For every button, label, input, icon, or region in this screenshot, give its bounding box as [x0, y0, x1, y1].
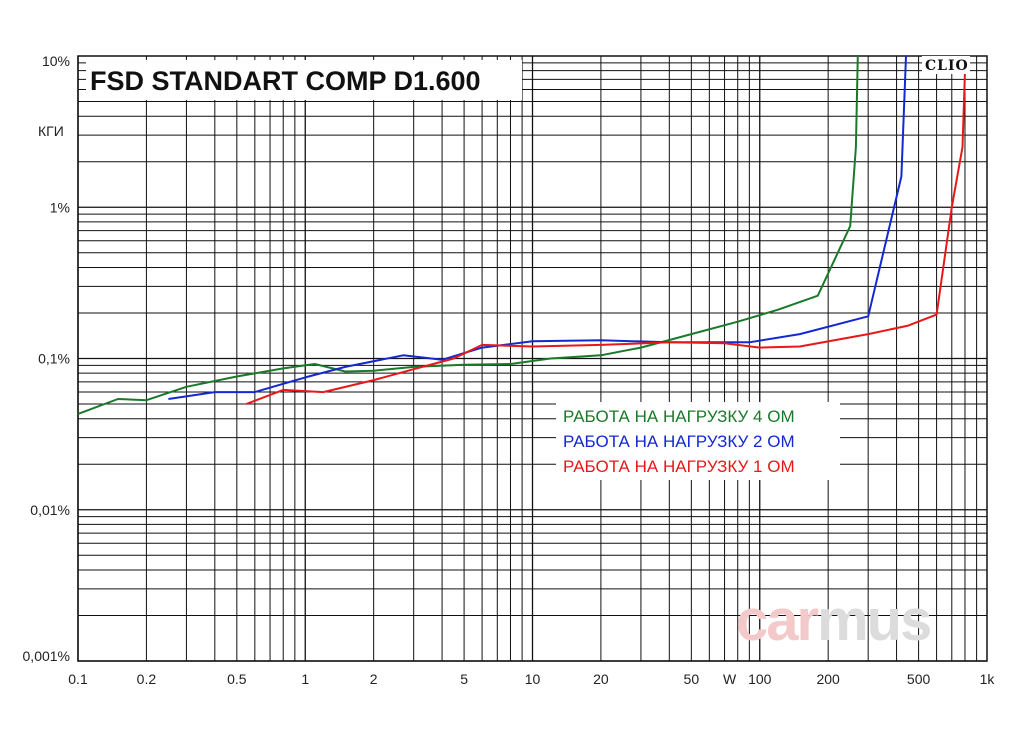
- y-tick-label: 1%: [50, 199, 70, 215]
- series-line-4-ohm: [77, 55, 859, 415]
- y-tick-label: 0,1%: [38, 351, 70, 367]
- watermark: carmus: [736, 588, 932, 653]
- chart-title-text: FSD STANDART COMP D1.600: [90, 66, 481, 96]
- y-axis-unit-label: КГИ: [38, 123, 64, 139]
- x-tick-label: 0.1: [68, 671, 88, 687]
- plot-frame: [77, 55, 988, 662]
- x-tick-label: 0.5: [227, 671, 247, 687]
- legend-entry-4-ohm: РАБОТА НА НАГРУЗКУ 4 ОМ: [563, 407, 795, 426]
- x-tick-label: 200: [816, 671, 840, 687]
- y-tick-label: 10%: [42, 53, 70, 69]
- x-tick-label: 50: [684, 671, 700, 687]
- brand-logo-background: [922, 56, 970, 74]
- x-tick-label: 100: [748, 671, 772, 687]
- x-tick-label: 1: [301, 671, 309, 687]
- x-tick-label: 10: [525, 671, 541, 687]
- x-tick-labels: 0.1 0.2 0.5 1 2 5 10 20 50 100 200 500 1k: [68, 671, 995, 687]
- x-axis-unit-label: W: [723, 671, 737, 687]
- chart-title: FSD STANDART COMP D1.600: [86, 60, 522, 100]
- x-tick-label: 2: [370, 671, 378, 687]
- x-tick-label: 1k: [980, 671, 996, 687]
- brand-logo-text: CLIO: [925, 58, 969, 74]
- watermark-part-1: car: [736, 588, 819, 653]
- watermark-part-2: mus: [817, 588, 930, 653]
- y-tick-label: 0,001%: [23, 648, 70, 664]
- y-tick-label: 0,01%: [30, 502, 70, 518]
- grid: [77, 55, 988, 662]
- series-line-1-ohm: [245, 70, 966, 405]
- legend: РАБОТА НА НАГРУЗКУ 4 ОМ РАБОТА НА НАГРУЗ…: [556, 402, 840, 480]
- legend-background: [556, 402, 840, 480]
- watermark-text: carmus: [736, 588, 930, 653]
- y-tick-labels: 10% 1% 0,1% 0,01% 0,001%: [23, 53, 70, 664]
- x-tick-label: 500: [907, 671, 931, 687]
- series-line-2-ohm: [168, 55, 907, 400]
- title-background: [86, 60, 522, 100]
- legend-entry-2-ohm: РАБОТА НА НАГРУЗКУ 2 ОМ: [563, 432, 795, 451]
- x-tick-label: 0.2: [137, 671, 157, 687]
- series-group: [77, 55, 966, 415]
- x-tick-label: 5: [460, 671, 468, 687]
- x-tick-label: 20: [593, 671, 609, 687]
- brand-logo: CLIO: [922, 56, 970, 74]
- legend-entry-1-ohm: РАБОТА НА НАГРУЗКУ 1 ОМ: [563, 457, 795, 476]
